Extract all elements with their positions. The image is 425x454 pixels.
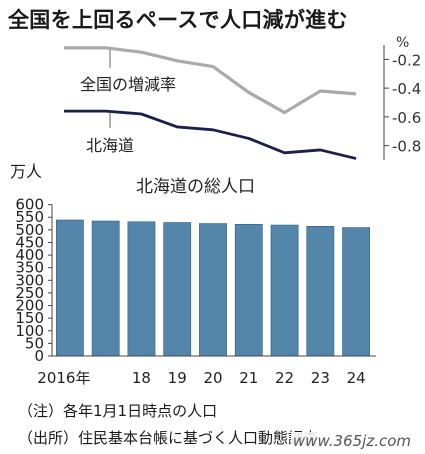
series-label-hokkaido: 北海道 [86, 136, 134, 155]
note-date: （注）各年1月1日時点の人口 [18, 402, 218, 420]
chart-title: 全国を上回るペースで人口減が進む [8, 8, 348, 32]
bar-y-tick-label: 250 [15, 284, 44, 302]
bar-2016年 [55, 219, 84, 357]
bar-21 [234, 223, 263, 357]
watermark: www.365jz.com [290, 432, 413, 450]
line-y-tick-label: -0.6 [392, 109, 421, 127]
bar-x-tick-label: 22 [275, 369, 294, 387]
note-source: （出所）住民基本台帳に基づく人口動態調査 [18, 429, 319, 447]
bar-x-tick-label: 18 [132, 369, 151, 387]
bar-y-tick-label: 600 [15, 196, 44, 214]
bar-chart-title: 北海道の総人口 [136, 177, 255, 197]
bar-x-tick-label: 19 [168, 369, 187, 387]
bar-18 [127, 221, 156, 357]
bar-y-tick-label: 400 [15, 246, 44, 264]
bar-20 [199, 223, 227, 357]
line-unit-label: % [396, 35, 409, 51]
bar-y-tick-label: 0 [34, 347, 44, 365]
bar-x-tick-label: 20 [203, 369, 222, 387]
bar-y-tick-label: 200 [15, 297, 44, 315]
bar-y-tick-label: 50 [25, 334, 44, 352]
bar-24 [342, 227, 371, 357]
bar-y-tick-label: 100 [15, 322, 44, 340]
bar-x-tick-label: 24 [347, 369, 366, 387]
line-y-tick-label: -0.8 [392, 138, 421, 156]
bar-17 [91, 220, 120, 357]
bar-y-tick-label: 350 [15, 259, 44, 277]
bar-y-tick-label: 500 [15, 221, 44, 239]
bar-y-tick-label: 450 [15, 233, 44, 251]
bar-y-tick-label: 150 [15, 309, 44, 327]
bar-x-tick-label: 23 [311, 369, 330, 387]
bar-y-tick-label: 550 [15, 208, 44, 226]
bar-19 [163, 222, 192, 357]
bar-y-tick-label: 300 [15, 271, 44, 289]
bar-23 [306, 226, 335, 357]
bar-unit-label: 万人 [10, 162, 42, 181]
line-y-tick-label: -0.2 [392, 51, 421, 69]
line-y-tick-label: -0.4 [392, 80, 421, 98]
bar-x-tick-label: 21 [239, 369, 258, 387]
series-label-national: 全国の増減率 [80, 75, 176, 94]
bar-x-tick-label: 2016年 [37, 369, 90, 387]
bar-22 [270, 224, 299, 357]
